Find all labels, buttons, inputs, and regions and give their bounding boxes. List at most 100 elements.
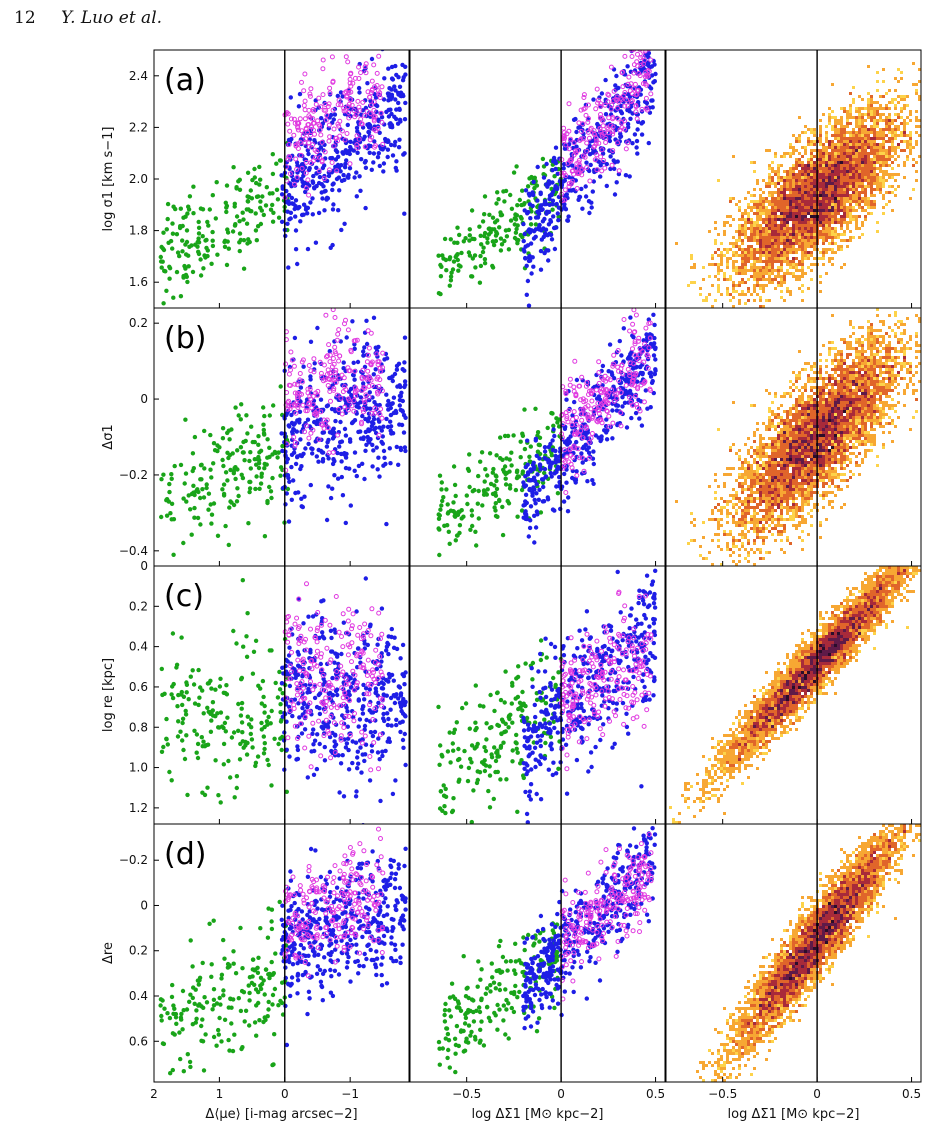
data-point: [245, 431, 250, 436]
data-point: [533, 525, 539, 530]
heat-cell: [852, 173, 855, 176]
heat-cell: [720, 260, 723, 263]
heat-cell: [864, 107, 867, 110]
data-point: [634, 138, 640, 144]
data-point: [603, 140, 609, 145]
data-point: [397, 117, 403, 123]
heat-cell: [894, 119, 897, 122]
heat-cell: [834, 125, 837, 128]
heat-cell: [813, 218, 816, 221]
heat-cell: [810, 230, 813, 233]
heat-cell: [732, 284, 735, 287]
heat-cell: [864, 215, 867, 218]
heat-cell: [819, 134, 822, 137]
heat-cell: [915, 179, 918, 182]
data-point: [289, 464, 294, 470]
data-point: [438, 274, 444, 279]
data-point: [293, 461, 299, 467]
heat-cell: [852, 179, 855, 182]
heat-cell: [765, 224, 768, 227]
data-point: [306, 192, 312, 198]
heat-cell: [876, 110, 879, 113]
heat-cell: [807, 182, 810, 185]
data-point: [336, 97, 342, 103]
heat-cell: [759, 227, 762, 230]
heat-cell: [852, 140, 855, 143]
heat-cell: [780, 218, 783, 221]
heat-cell: [765, 218, 768, 221]
heat-cell: [786, 248, 789, 251]
heat-cell: [843, 230, 846, 233]
heat-cell: [804, 179, 807, 182]
heat-cell: [831, 173, 834, 176]
data-point: [600, 123, 606, 129]
data-point: [225, 478, 230, 483]
heat-cell: [843, 179, 846, 182]
data-point: [335, 138, 340, 144]
data-point: [321, 378, 326, 384]
heat-cell: [780, 179, 783, 182]
data-point: [515, 203, 520, 208]
data-point: [593, 106, 599, 112]
heat-cell: [795, 230, 798, 233]
heat-cell: [741, 293, 744, 296]
heat-cell: [837, 173, 840, 176]
heat-cell: [789, 203, 792, 206]
heat-cell: [843, 185, 846, 188]
data-point: [348, 139, 353, 144]
heat-cell: [879, 95, 882, 98]
data-point: [287, 128, 293, 134]
data-point: [513, 217, 519, 222]
heat-cell: [780, 257, 783, 260]
heat-cell: [798, 191, 801, 194]
heat-cell: [894, 89, 897, 92]
data-point: [617, 338, 622, 344]
data-point: [295, 455, 300, 460]
data-point: [233, 405, 238, 410]
data-point: [650, 98, 655, 103]
heat-cell: [810, 188, 813, 191]
heat-cell: [780, 236, 783, 239]
data-point: [270, 475, 275, 481]
heat-cell: [810, 155, 813, 158]
heat-cell: [804, 176, 807, 179]
heat-cell: [855, 203, 858, 206]
heat-cell: [798, 260, 801, 263]
data-point: [598, 163, 603, 168]
heat-cell: [867, 98, 870, 101]
heat-cell: [729, 224, 732, 227]
heat-cell: [768, 149, 771, 152]
heat-cell: [741, 215, 744, 218]
heat-cell: [762, 230, 765, 233]
data-point: [437, 473, 443, 478]
heat-cell: [879, 191, 882, 194]
data-point: [592, 157, 598, 163]
heat-cell: [774, 287, 777, 290]
heat-cell: [843, 131, 846, 134]
heat-cell: [753, 287, 756, 290]
data-point: [538, 267, 544, 272]
data-point: [358, 429, 363, 434]
heat-cell: [801, 284, 804, 287]
data-point: [372, 405, 378, 411]
data-point: [247, 489, 252, 495]
heat-cell: [744, 302, 747, 305]
heat-cell: [831, 179, 834, 182]
data-point: [400, 92, 405, 97]
data-point: [287, 383, 293, 388]
data-point: [339, 178, 345, 183]
heat-cell: [822, 263, 825, 266]
heat-cell: [834, 137, 837, 140]
heat-cell: [795, 218, 798, 221]
heat-cell: [843, 182, 846, 185]
data-point: [360, 367, 366, 373]
data-point: [190, 468, 195, 474]
heat-cell: [831, 170, 834, 173]
heat-cell: [771, 200, 774, 203]
data-point: [644, 73, 650, 79]
heat-cell: [798, 164, 801, 167]
data-point: [210, 229, 215, 235]
heat-cell: [729, 278, 732, 281]
heat-cell: [753, 236, 756, 239]
data-point: [361, 397, 367, 403]
